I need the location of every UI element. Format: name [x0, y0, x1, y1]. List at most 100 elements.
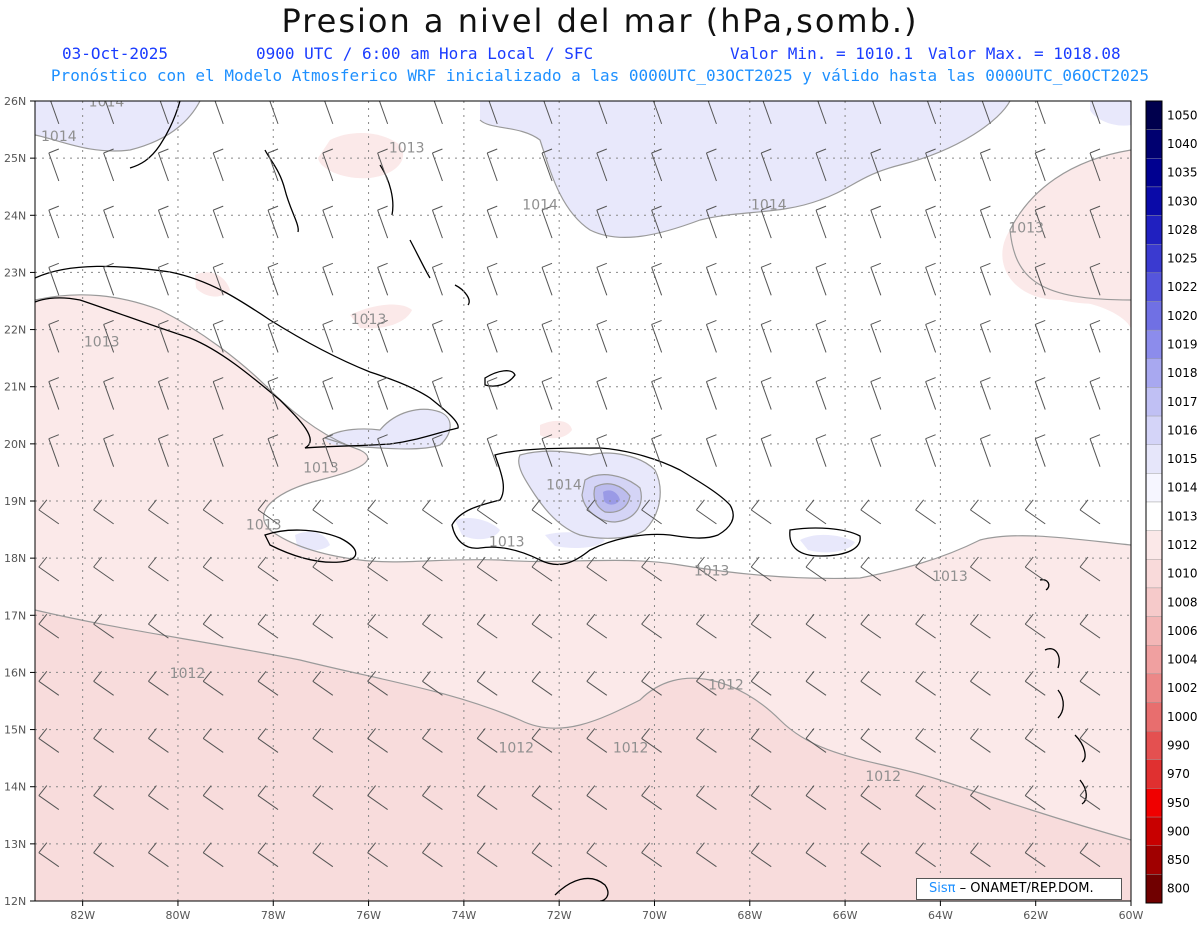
- latitude-label: 19N: [4, 495, 26, 508]
- wind-barb: [431, 152, 443, 182]
- wind-barb-flag: [761, 205, 772, 211]
- wind-barb: [979, 381, 991, 410]
- wind-barb: [322, 381, 334, 410]
- wind-barb: [870, 381, 882, 410]
- wind-barb-flag: [815, 205, 827, 211]
- wind-barb-flag: [158, 262, 169, 268]
- wind-barb: [815, 267, 827, 296]
- wind-barb-flag: [1079, 785, 1089, 796]
- legend-swatch: [1145, 244, 1163, 274]
- wind-barb: [93, 795, 114, 810]
- wind-barb-flag: [93, 785, 103, 796]
- wind-barb-flag: [915, 613, 925, 625]
- wind-barb-flag: [750, 842, 760, 854]
- longitude-label: 72W: [547, 909, 572, 922]
- wind-barb: [870, 324, 882, 353]
- legend-label: 1020: [1167, 309, 1198, 323]
- wind-barb-flag: [870, 377, 882, 383]
- wind-barb-flag: [651, 434, 662, 440]
- wind-barb: [103, 152, 115, 182]
- wind-barb: [805, 795, 827, 810]
- wind-barb: [378, 101, 389, 125]
- wind-barb: [148, 795, 169, 810]
- wind-barb: [979, 152, 991, 182]
- wind-barb-flag: [641, 670, 651, 682]
- coast-puerto-rico: [789, 527, 861, 557]
- wind-barb: [970, 795, 991, 810]
- wind-barb-flag: [1035, 377, 1046, 383]
- wind-barb: [696, 795, 717, 810]
- isobar-1014: [35, 101, 201, 152]
- wind-barb-flag: [103, 434, 114, 440]
- coast-jamaica: [264, 529, 357, 563]
- legend-label: 1000: [1167, 710, 1198, 724]
- pressure-1014-area: [1090, 101, 1131, 126]
- wind-barb-flag: [38, 613, 48, 625]
- wind-barb: [322, 152, 334, 182]
- wind-barb: [488, 101, 498, 125]
- wind-barb: [651, 324, 663, 353]
- isobar-label: 1012: [498, 740, 534, 756]
- wind-barb-flag: [805, 556, 815, 568]
- isobar-1014: [518, 450, 661, 539]
- wind-barb-flag: [93, 499, 103, 511]
- wind-barb: [860, 566, 882, 582]
- wind-barb: [586, 795, 608, 810]
- isobar-1013: [35, 294, 1131, 580]
- wind-barb-flag: [925, 205, 936, 211]
- wind-barb-flag: [213, 262, 224, 268]
- wind-barb-flag: [148, 785, 157, 796]
- wind-barb-flag: [38, 785, 48, 796]
- wind-barb-flag: [750, 613, 760, 625]
- wind-barb: [431, 438, 443, 467]
- wind-barb: [870, 267, 882, 296]
- legend-label: 950: [1167, 796, 1190, 810]
- brand-logo: Sisπ: [929, 881, 956, 896]
- wind-barb-flag: [980, 319, 991, 325]
- wind-barb: [202, 795, 224, 810]
- coast-lesser-antilles: [1074, 734, 1086, 763]
- wind-barb: [586, 623, 608, 639]
- wind-barb: [760, 267, 772, 296]
- coast-lesser-antilles: [1039, 579, 1050, 591]
- wind-barb-flag: [202, 842, 212, 854]
- pressure-1013-patch: [350, 304, 412, 329]
- wind-barb-flag: [367, 499, 377, 511]
- legend-label: 1006: [1167, 624, 1198, 638]
- wind-barb: [312, 566, 334, 582]
- wind-barb: [750, 738, 772, 753]
- legend-label: 1002: [1167, 681, 1198, 695]
- legend-swatch: [1145, 358, 1163, 388]
- wind-barb-flag: [432, 205, 443, 211]
- isobar-label: 1014: [522, 198, 558, 214]
- wind-barb-flag: [476, 670, 486, 682]
- wind-barb-flag: [213, 377, 224, 383]
- longitude-label: 68W: [737, 909, 762, 922]
- wind-barb-flag: [586, 613, 596, 625]
- wind-barb-flag: [870, 205, 882, 211]
- wind-barb: [202, 509, 224, 525]
- legend-swatch: [1145, 788, 1163, 818]
- wind-barb: [476, 738, 498, 753]
- wind-barb-flag: [1035, 319, 1046, 325]
- wind-barb-flag: [322, 262, 334, 268]
- wind-barb-flag: [158, 148, 169, 154]
- wind-barb: [148, 623, 169, 639]
- wind-barb-flag: [696, 842, 705, 854]
- latitude-label: 15N: [4, 724, 26, 737]
- pressure-1013-patch: [540, 420, 572, 439]
- wind-barb: [157, 381, 169, 410]
- wind-barb-flag: [148, 670, 157, 682]
- isobar-label: 1013: [351, 312, 387, 328]
- wind-barb: [1079, 509, 1101, 525]
- wind-barb-flag: [476, 842, 486, 854]
- wind-barb-flag: [367, 613, 377, 625]
- isobar-label: 1013: [1008, 220, 1044, 236]
- wind-barb-flag: [652, 92, 662, 96]
- wind-barb-flag: [158, 319, 169, 325]
- wind-barb: [476, 680, 498, 696]
- wind-barb: [38, 680, 60, 696]
- wind-barb: [705, 324, 717, 353]
- legend-label: 1016: [1167, 423, 1198, 437]
- wind-barb: [641, 795, 662, 810]
